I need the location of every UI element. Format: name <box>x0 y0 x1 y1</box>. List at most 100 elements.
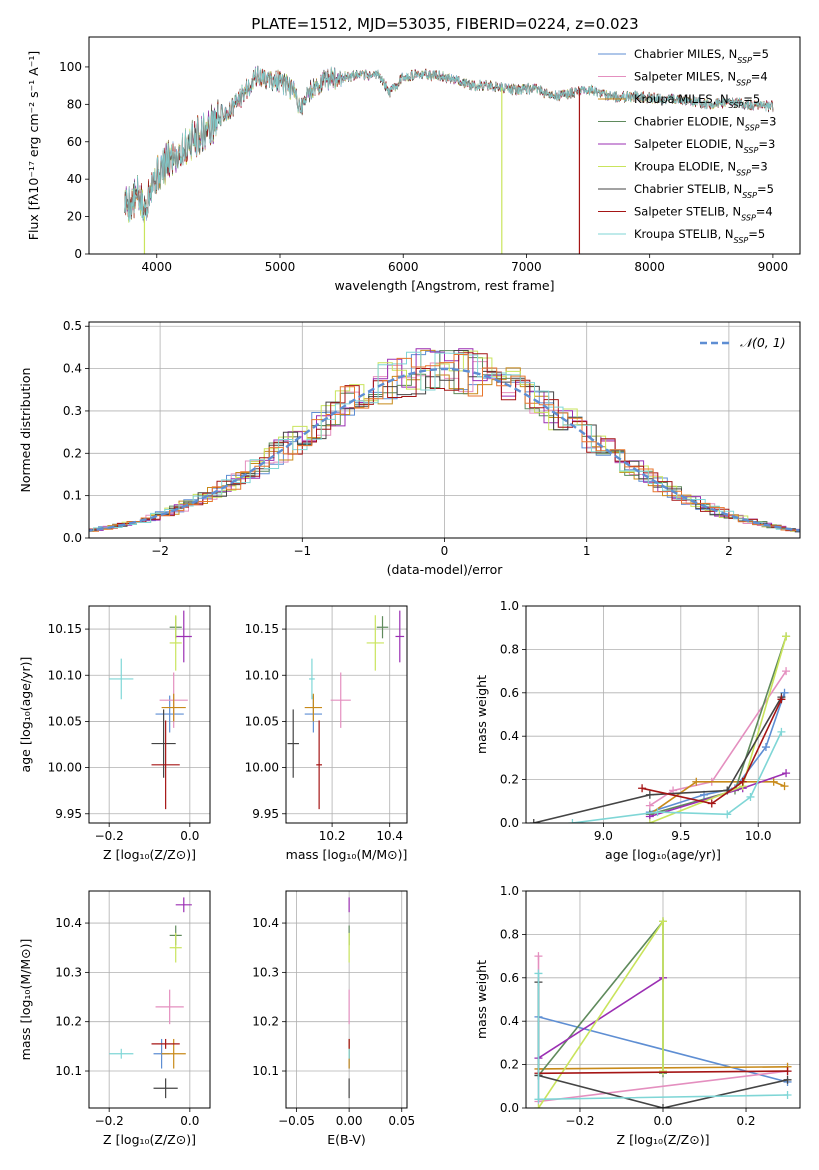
age_vs_z-points <box>109 610 192 810</box>
mass_vs_ebv-ytick-label: 10.2 <box>252 1015 279 1029</box>
weight-marker-kroupa_stelib <box>568 819 577 823</box>
weight-marker-kroupa_stelib <box>783 1090 792 1099</box>
legend-label-chabrier_stelib: Chabrier STELIB, NSSP=5 <box>634 182 774 200</box>
weight-marker-kroupa_miles <box>780 782 789 791</box>
weight_vs_age-ytick-label: 0.2 <box>500 773 519 787</box>
age_vs_mass-xlabel: mass [log₁₀(M/M⊙)] <box>286 847 408 862</box>
legend-label-chabrier_miles: Chabrier MILES, NSSP=5 <box>634 47 769 65</box>
weight-marker-chabrier_miles <box>761 743 770 752</box>
weight_vs_z-ytick-label: 0.2 <box>500 1058 519 1072</box>
spectrum-xtick-label: 4000 <box>141 260 172 274</box>
mass_vs_z-ytick-label: 10.3 <box>55 965 82 979</box>
hist-step-salpeter_stelib <box>89 352 800 533</box>
weight_vs_age-xtick-label: 9.0 <box>594 829 613 843</box>
errorbar-point-chabrier_miles <box>155 695 184 733</box>
age_vs_z-xlabel: Z [log₁₀(Z/Z⊙)] <box>103 847 196 862</box>
figure-title: PLATE=1512, MJD=53035, FIBERID=0224, z=0… <box>251 15 638 33</box>
weight-marker-kroupa_elodie <box>659 1067 667 1076</box>
spectrum-line-kroupa_stelib <box>124 66 774 223</box>
age_vs_z-ytick-label: 9.95 <box>55 807 82 821</box>
residual_hist-xtick-label: −2 <box>151 544 169 558</box>
spectrum-ytick-label: 0 <box>74 247 82 261</box>
age_vs_z-xtick-label: −0.2 <box>95 829 124 843</box>
errorbar-point-kroupa_stelib <box>309 658 315 700</box>
hist-legend-label: 𝒩(0, 1) <box>740 335 786 350</box>
weight-marker-kroupa_miles <box>692 777 701 786</box>
mass_vs_ebv-ytick-label: 10.1 <box>252 1064 279 1078</box>
weight_vs_z-xlabel: Z [log₁₀(Z/Z⊙)] <box>617 1132 710 1147</box>
spectrum-ylabel: Flux [fλ10⁻¹⁷ erg cm⁻² s⁻¹ A⁻¹] <box>26 51 41 240</box>
age_vs_z-frame <box>88 605 211 824</box>
weight_vs_z-panel: −0.2 0.0 0.2 0.0 0.2 0.4 0.6 0.8 1.0 Z [log₁₀(Z/Z… <box>474 884 801 1147</box>
errorbar-point-salpeter_elodie <box>175 610 192 663</box>
legend-label-kroupa_elodie: Kroupa ELODIE, NSSP=3 <box>634 160 768 178</box>
errorbar-point-salpeter_miles <box>155 989 184 1025</box>
mass_vs_z-ytick-label: 10.1 <box>55 1064 82 1078</box>
weight-marker-chabrier_miles <box>780 688 789 697</box>
age_vs_mass-ytick-label: 10.05 <box>245 714 279 728</box>
weight-marker-kroupa_elodie <box>659 917 667 926</box>
errorbar-point-chabrier_stelib <box>153 1078 178 1099</box>
residual_hist-ytick-label: 0.0 <box>63 531 82 545</box>
residual_hist-ytick-label: 0.2 <box>63 446 82 460</box>
weight_vs_age-ytick-label: 0.8 <box>500 642 519 656</box>
weight_vs_z-xtick-label: 0.2 <box>736 1114 755 1128</box>
weight-marker-chabrier_stelib <box>529 819 538 823</box>
mass_vs_ebv-xlabel: E(B-V) <box>327 1132 366 1147</box>
errorbar-point-kroupa_stelib <box>109 1048 134 1059</box>
spectrum-frame <box>88 36 801 255</box>
errorbar-point-kroupa_miles <box>161 693 186 722</box>
age_vs_mass-ytick-label: 10.00 <box>245 761 279 775</box>
age_vs_z-ytick-label: 10.05 <box>48 714 82 728</box>
age_vs_z-ytick-label: 10.00 <box>48 761 82 775</box>
mass_vs_z-panel: −0.2 0.0 10.1 10.2 10.3 10.4 Z [log₁₀(Z/Z⊙)] ma… <box>18 890 211 1147</box>
weight-line-salpeter_stelib <box>641 698 783 805</box>
weight-marker-salpeter_stelib <box>707 799 716 808</box>
weight-marker-salpeter_elodie <box>782 769 791 778</box>
weight_vs_age-xlabel: age [log₁₀(age/yr)] <box>605 847 721 862</box>
weight_vs_age-lines <box>529 632 791 823</box>
age_vs_mass-xtick-label: 10.2 <box>319 829 346 843</box>
age_vs_mass-points <box>287 610 405 810</box>
errorbar-point-kroupa_elodie <box>169 615 182 671</box>
weight_vs_age-ytick-label: 0.0 <box>500 816 519 830</box>
normal-curve <box>89 367 800 532</box>
errorbar-point-salpeter_stelib <box>316 720 323 810</box>
weight_vs_z-ytick-label: 0.0 <box>500 1101 519 1115</box>
spectrum-xtick-label: 7000 <box>511 260 542 274</box>
weight_vs_z-ytick-label: 0.8 <box>500 927 519 941</box>
weight-marker-kroupa_stelib <box>777 727 786 736</box>
legend-label-salpeter_miles: Salpeter MILES, NSSP=4 <box>634 70 768 88</box>
errorbar-point-salpeter_elodie <box>395 610 405 663</box>
weight_vs_age-ytick-label: 0.6 <box>500 686 519 700</box>
weight_vs_age-ylabel: mass weight <box>474 675 489 754</box>
weight_vs_age-panel: 9.0 9.5 10.0 0.0 0.2 0.4 0.6 0.8 1.0 age [log₁₀(a… <box>474 599 801 862</box>
mass_vs_ebv-ytick-label: 10.3 <box>252 965 279 979</box>
weight_vs_z-lines <box>534 917 792 1108</box>
legend-label-chabrier_elodie: Chabrier ELODIE, NSSP=3 <box>634 115 776 133</box>
errorbar-point-salpeter_stelib <box>151 1038 180 1049</box>
errorbar-point-salpeter_miles <box>330 672 351 728</box>
mass_vs_z-xtick-label: −0.2 <box>95 1114 124 1128</box>
errorbar-point-chabrier_stelib <box>287 709 299 778</box>
residual_hist-xtick-label: 2 <box>725 544 733 558</box>
weight-line-chabrier_elodie <box>537 919 664 1077</box>
spectrum-xtick-label: 8000 <box>634 260 665 274</box>
mass_vs_ebv-panel: −0.05 0.00 0.05 10.1 10.2 10.3 10.4 E(B-V) <box>252 890 415 1147</box>
mass_vs_ebv-grid <box>286 891 407 1108</box>
age_vs_mass-grid <box>286 606 407 823</box>
mass_vs_z-ytick-label: 10.4 <box>55 916 82 930</box>
spectrum-panel: 4000 5000 6000 7000 8000 9000 0 20 40 60 80 100 wave… <box>26 36 801 293</box>
spectrum-ytick-label: 20 <box>67 210 82 224</box>
age_vs_mass-panel: 10.2 10.4 9.95 10.00 10.05 10.10 10.15 mass [lo… <box>245 605 408 862</box>
errorbar-point-chabrier_stelib <box>151 709 176 778</box>
mass_vs_z-xlabel: Z [log₁₀(Z/Z⊙)] <box>103 1132 196 1147</box>
weight-marker-salpeter_stelib <box>783 1067 792 1076</box>
mass_vs_z-points <box>109 897 192 1099</box>
mass_vs_ebv-frame <box>285 890 408 1109</box>
residual_hist-ytick-label: 0.1 <box>63 489 82 503</box>
spectrum-xlabel: wavelength [Angstrom, rest frame] <box>334 278 554 293</box>
errorbar-point-chabrier_elodie <box>376 616 389 639</box>
weight_vs_z-xtick-label: −0.2 <box>565 1114 594 1128</box>
